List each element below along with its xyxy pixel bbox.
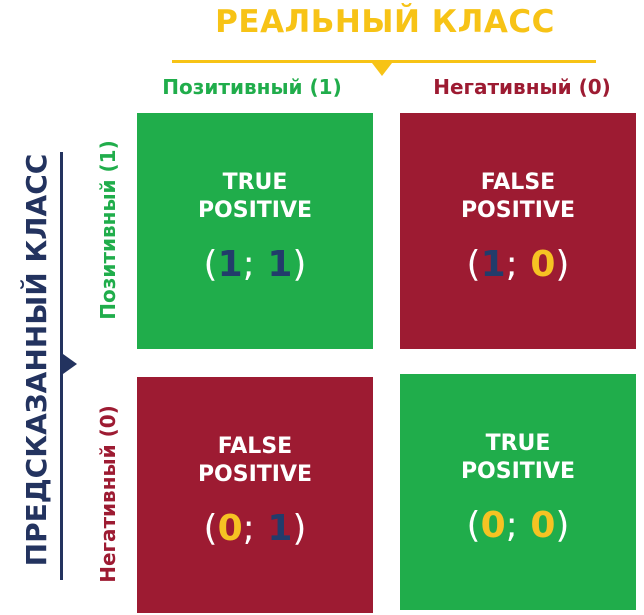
- cell-title-line1: TRUE: [222, 170, 288, 195]
- value-pair: (0; 0): [400, 504, 636, 548]
- cell-false-positive-bottom-left: FALSE POSITIVE (0; 1): [137, 377, 373, 613]
- arrow-down-icon: [372, 63, 392, 76]
- arrow-right-icon: [63, 354, 77, 374]
- column-label-negative: Негативный (0): [433, 75, 611, 99]
- open-paren: (: [203, 508, 218, 549]
- cell-title-line1: TRUE: [485, 431, 551, 456]
- cell-title-line2: POSITIVE: [460, 198, 576, 223]
- cell-title-line2: POSITIVE: [197, 198, 313, 223]
- cell-title: FALSE POSITIVE: [137, 433, 373, 489]
- predicted-value: 0: [217, 508, 243, 549]
- cell-title-line2: POSITIVE: [197, 462, 313, 487]
- cell-true-positive-top-left: TRUE POSITIVE (1; 1): [137, 113, 373, 349]
- cell-true-positive-bottom-right: TRUE POSITIVE (0; 0): [400, 374, 636, 610]
- separator: ;: [242, 244, 255, 285]
- real-value: 1: [267, 508, 293, 549]
- real-class-title: РЕАЛЬНЫЙ КЛАСС: [215, 4, 555, 40]
- cell-title: TRUE POSITIVE: [400, 430, 636, 486]
- predicted-value: 0: [480, 505, 506, 546]
- row-label-positive: Позитивный (1): [96, 140, 120, 320]
- separator: ;: [242, 508, 255, 549]
- value-pair: (1; 0): [400, 243, 636, 287]
- close-paren: ): [555, 505, 570, 546]
- open-paren: (: [466, 244, 481, 285]
- predicted-value: 1: [217, 244, 243, 285]
- predicted-value: 1: [480, 244, 506, 285]
- real-value: 1: [267, 244, 293, 285]
- close-paren: ): [292, 508, 307, 549]
- value-pair: (0; 1): [137, 507, 373, 551]
- open-paren: (: [466, 505, 481, 546]
- close-paren: ): [555, 244, 570, 285]
- real-value: 0: [530, 244, 556, 285]
- real-class-axis-line: [172, 60, 596, 63]
- separator: ;: [505, 244, 518, 285]
- real-value: 0: [530, 505, 556, 546]
- predicted-class-title: ПРЕДСКАЗАННЫЙ КЛАСС: [20, 153, 53, 567]
- cell-title: TRUE POSITIVE: [137, 169, 373, 225]
- predicted-class-axis-line: [60, 152, 63, 580]
- cell-title: FALSE POSITIVE: [400, 169, 636, 225]
- cell-title-line1: FALSE: [480, 170, 556, 195]
- close-paren: ): [292, 244, 307, 285]
- open-paren: (: [203, 244, 218, 285]
- value-pair: (1; 1): [137, 243, 373, 287]
- cell-title-line2: POSITIVE: [460, 459, 576, 484]
- separator: ;: [505, 505, 518, 546]
- cell-false-positive-top-right: FALSE POSITIVE (1; 0): [400, 113, 636, 349]
- cell-title-line1: FALSE: [217, 434, 293, 459]
- column-label-positive: Позитивный (1): [162, 75, 342, 99]
- row-label-negative: Негативный (0): [96, 405, 120, 583]
